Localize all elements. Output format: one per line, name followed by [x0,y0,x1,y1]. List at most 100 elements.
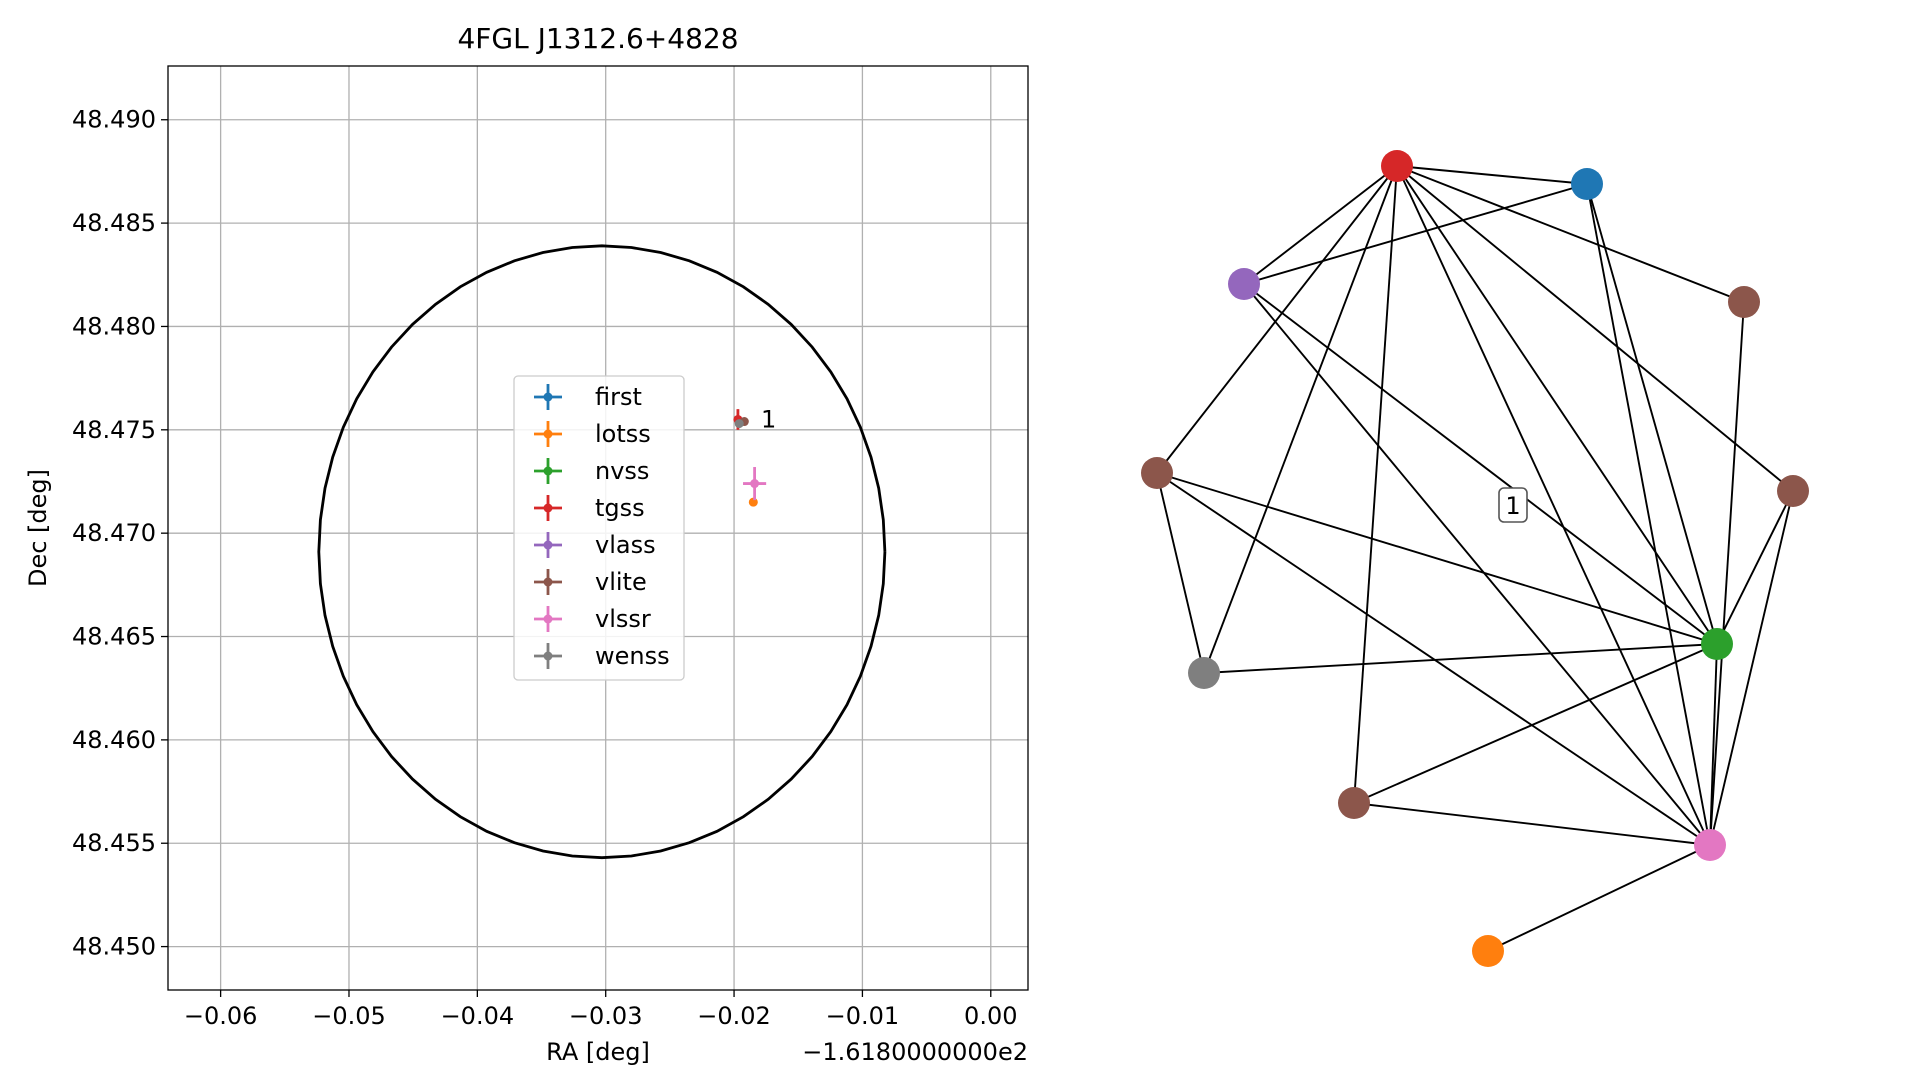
legend-marker [543,577,553,587]
legend-label: tgss [595,494,645,522]
network-edge [1716,490,1794,645]
legend-marker [543,651,553,661]
network-edge [1709,301,1745,846]
network-edge [1396,165,1745,303]
x-ticks: −0.06 −0.05 −0.04 −0.03 −0.02 −0.01 0.00 [184,990,1017,1030]
legend-label: wenss [595,642,670,670]
network-node-first [1571,168,1603,200]
error-ellipse-layer [317,244,887,860]
sky-plot: 1 −0.06 −0.05 −0.04 −0.03 −0.02 −0.01 0.00 48.… [24,22,1029,1066]
legend-item-lotss: lotss [534,420,651,448]
network-edge [1487,844,1711,952]
chart-title: 4FGL J1312.6+4828 [457,22,738,55]
y-ticks: 48.450 48.455 48.460 48.465 48.470 48.475 48.4… [72,106,168,961]
legend-label: vlass [595,531,656,559]
network-edge [1396,165,1718,645]
x-tick-label: −0.05 [312,1002,386,1030]
legend-box [513,375,685,681]
legend-label: vlssr [595,605,651,633]
network-node-vlssr [1694,829,1726,861]
data-point-wenss [734,419,744,429]
network-node-tgss [1381,150,1413,182]
network-edge [1243,283,1711,846]
x-tick-label: −0.02 [697,1002,771,1030]
y-tick-label: 48.450 [72,933,156,961]
network-edge [1586,183,1718,645]
network-node-vlite_a [1728,286,1760,318]
network-edge [1353,802,1711,846]
y-tick-label: 48.485 [72,209,156,237]
network-node-vlite_c [1141,457,1173,489]
x-axis-label: RA [deg] [546,1038,650,1066]
network-node-vlite_b [1777,475,1809,507]
legend-item-wenss: wenss [534,642,670,670]
network-edge [1156,472,1718,645]
y-tick-label: 48.465 [72,623,156,651]
x-tick-label: −0.06 [184,1002,258,1030]
network-node-vlass [1228,268,1260,300]
data-point-vlssr [743,467,767,501]
legend-item-first: first [534,383,642,411]
legend-item-nvss: nvss [534,457,649,485]
legend-marker [543,429,553,439]
legend: first lotss nvss tgss vlass vlite vlssr wenss [513,375,685,681]
error-ellipse [317,244,887,860]
legend-marker [543,614,553,624]
x-tick-label: −0.03 [569,1002,643,1030]
network-edge [1353,165,1398,804]
y-tick-label: 48.470 [72,519,156,547]
legend-label: lotss [595,420,651,448]
cluster-label: 1 [1498,487,1528,523]
y-tick-label: 48.480 [72,312,156,340]
legend-label: first [595,383,642,411]
network-edge [1243,283,1718,645]
network-edge [1203,165,1398,674]
network-node-lotss [1472,935,1504,967]
network-node-vlite_d [1338,787,1370,819]
y-tick-label: 48.490 [72,106,156,134]
legend-item-vlass: vlass [534,531,656,559]
legend-item-vlssr: vlssr [534,605,651,633]
y-tick-label: 48.460 [72,726,156,754]
y-axis-label: Dec [deg] [24,469,52,587]
network-edge [1156,472,1205,674]
point-marker [734,419,744,429]
x-tick-label: 0.00 [964,1002,1017,1030]
network-node-nvss [1701,628,1733,660]
legend-items: first lotss nvss tgss vlass vlite vlssr wenss [534,383,670,670]
network-edge [1243,183,1588,285]
network-edge [1353,643,1718,804]
data-points-layer [733,409,767,507]
network-node-wenss [1188,657,1220,689]
network-edge [1156,472,1711,846]
cluster-label-box [1498,487,1528,523]
point-annotation: 1 [761,405,776,433]
network-edge [1709,490,1794,846]
legend-label: vlite [595,568,647,596]
legend-marker [543,540,553,550]
network-edges [1156,165,1794,952]
network-edge [1243,165,1398,285]
x-tick-label: −0.04 [441,1002,515,1030]
y-tick-label: 48.455 [72,829,156,857]
legend-marker [543,466,553,476]
network-edge [1396,165,1711,846]
cluster-label-text: 1 [1505,492,1520,520]
legend-item-tgss: tgss [534,494,645,522]
network-edge [1203,643,1718,674]
x-offset-text: −1.6180000000e2 [802,1038,1028,1066]
cross-match-network: 1 [1141,150,1809,967]
legend-marker [543,392,553,402]
legend-label: nvss [595,457,649,485]
axes-frame [167,65,1029,991]
network-edge [1709,643,1718,846]
network-edge [1156,165,1398,474]
x-tick-label: −0.01 [826,1002,900,1030]
legend-item-vlite: vlite [534,568,647,596]
y-tick-label: 48.475 [72,416,156,444]
annotation-layer: 1 [761,405,776,433]
point-marker [750,479,760,489]
network-edge [1586,183,1711,846]
